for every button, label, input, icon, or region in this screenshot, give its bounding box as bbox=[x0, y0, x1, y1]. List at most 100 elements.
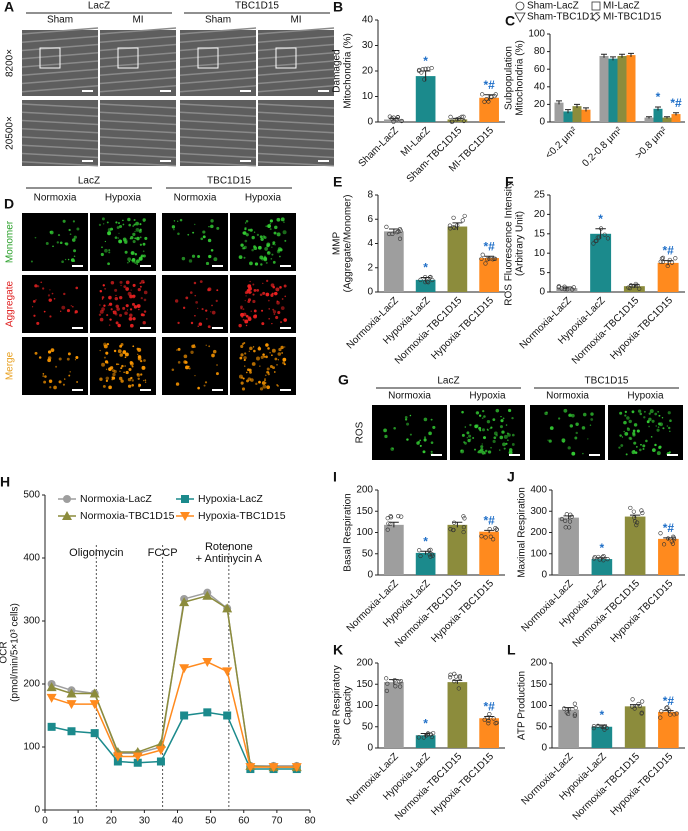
fluorescence-speck bbox=[263, 236, 267, 239]
fluorescence-speck bbox=[253, 314, 257, 319]
fluorescence-speck bbox=[478, 426, 482, 430]
fluorescence-speck bbox=[143, 220, 145, 223]
fluorescence-speck bbox=[483, 452, 487, 455]
fluorescence-speck bbox=[245, 324, 248, 327]
column-label: Hypoxia bbox=[105, 193, 142, 204]
fluorescence-speck bbox=[255, 356, 260, 361]
fluorescence-speck bbox=[48, 298, 52, 302]
fluorescence-speck bbox=[267, 299, 270, 302]
fluorescence-speck bbox=[74, 310, 78, 314]
replicate-dot bbox=[426, 280, 431, 285]
y-axis-label: (pmol/min/5×10³ cells) bbox=[10, 603, 21, 702]
column-label: Normoxia bbox=[388, 391, 431, 402]
fluorescence-speck bbox=[106, 361, 109, 364]
fluorescence-speck bbox=[276, 315, 278, 318]
fluorescence-speck bbox=[64, 378, 66, 380]
fluorescence-speck bbox=[255, 382, 258, 386]
row-label: ROS bbox=[355, 421, 366, 443]
texture-line bbox=[179, 136, 257, 142]
fluorescence-speck bbox=[113, 349, 117, 353]
replicate-dot bbox=[420, 67, 425, 72]
bar bbox=[662, 117, 672, 122]
fluorescence-speck bbox=[144, 236, 148, 240]
y-tick-label: 2 bbox=[367, 262, 373, 273]
fluorescence-speck bbox=[62, 383, 65, 386]
y-tick-label: 20 bbox=[534, 99, 546, 110]
replicate-dot bbox=[452, 671, 457, 676]
marker bbox=[268, 763, 279, 773]
fluorescence-speck bbox=[61, 260, 64, 264]
replicate-dot bbox=[640, 510, 645, 516]
fluorescence-speck bbox=[69, 371, 71, 373]
bar bbox=[590, 233, 612, 292]
y-tick-label: 100 bbox=[356, 527, 373, 538]
texture-line bbox=[99, 68, 177, 76]
fluorescence-speck bbox=[646, 420, 650, 424]
fluorescence-speck bbox=[645, 439, 648, 443]
fluorescence-speck bbox=[281, 298, 284, 300]
x-tick-label: Hypoxia-TBC1D15 bbox=[608, 295, 675, 362]
fluorescence-speck bbox=[263, 256, 268, 261]
fluorescence-speck bbox=[475, 411, 480, 415]
replicate-dot bbox=[658, 715, 663, 720]
legend-label: Normoxia-TBC1D15 bbox=[80, 510, 175, 522]
fluorescence-speck bbox=[238, 323, 242, 328]
fluorescence-speck bbox=[461, 433, 465, 437]
replicate-dot bbox=[632, 519, 638, 524]
fluorescence-speck bbox=[406, 422, 410, 426]
fluorescence-speck bbox=[276, 383, 279, 386]
fluorescence-speck bbox=[272, 260, 276, 264]
micrograph-image bbox=[530, 405, 605, 460]
replicate-dot bbox=[457, 116, 462, 121]
y-tick-label: 200 bbox=[356, 485, 373, 496]
replicate-dot bbox=[480, 92, 485, 97]
texture-line bbox=[179, 128, 257, 134]
fluorescence-speck bbox=[134, 237, 137, 240]
fluorescence-speck bbox=[275, 315, 279, 320]
fluorescence-speck bbox=[284, 239, 287, 242]
fluorescence-speck bbox=[192, 231, 195, 234]
marker bbox=[222, 603, 233, 613]
fluorescence-speck bbox=[125, 280, 130, 285]
marker bbox=[180, 512, 190, 521]
texture-line bbox=[257, 76, 335, 85]
fluorescence-speck bbox=[648, 412, 651, 415]
fluorescence-speck bbox=[263, 379, 267, 382]
fluorescence-speck bbox=[140, 297, 143, 300]
fluorescence-speck bbox=[120, 367, 123, 370]
fluorescence-speck bbox=[102, 223, 105, 225]
fluorescence-speck bbox=[65, 242, 69, 246]
fluorescence-speck bbox=[266, 385, 271, 390]
fluorescence-speck bbox=[268, 308, 270, 310]
replicate-dot bbox=[417, 548, 422, 553]
fluorescence-speck bbox=[244, 222, 247, 224]
fluorescence-speck bbox=[130, 376, 133, 380]
fluorescence-speck bbox=[258, 380, 261, 384]
fluorescence-speck bbox=[253, 246, 258, 251]
fluorescence-speck bbox=[118, 222, 120, 224]
group-label: TBC1D15 bbox=[207, 176, 251, 187]
fluorescence-speck bbox=[651, 419, 655, 423]
legend-label: Normoxia-LacZ bbox=[80, 493, 152, 505]
fluorescence-speck bbox=[656, 428, 660, 432]
replicate-dot bbox=[461, 529, 466, 535]
fluorescence-speck bbox=[256, 288, 260, 292]
fluorescence-speck bbox=[72, 220, 76, 223]
bar bbox=[626, 55, 636, 123]
y-axis-label: (Aggregate/Monomer) bbox=[343, 195, 354, 293]
replicate-dot bbox=[430, 277, 435, 283]
fluorescence-speck bbox=[135, 228, 140, 232]
fluorescence-speck bbox=[267, 251, 270, 254]
fluorescence-speck bbox=[265, 225, 268, 228]
fluorescence-speck bbox=[256, 233, 260, 237]
replicate-dot bbox=[591, 723, 597, 729]
fluorescence-speck bbox=[474, 448, 477, 451]
error-bar bbox=[629, 514, 641, 519]
fluorescence-speck bbox=[45, 242, 49, 245]
marker bbox=[591, 1, 601, 11]
fluorescence-speck bbox=[205, 261, 210, 266]
replicate-dot bbox=[385, 516, 390, 521]
replicate-dot bbox=[637, 286, 642, 291]
fluorescence-speck bbox=[406, 438, 409, 441]
significance-label: *# bbox=[663, 521, 675, 535]
